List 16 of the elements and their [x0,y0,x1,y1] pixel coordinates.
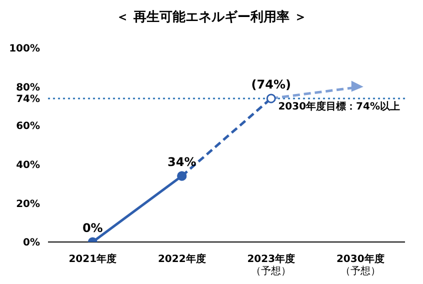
data-label: (74%) [251,77,291,92]
y-tick-label: 20% [16,198,40,210]
x-tick-label: 2023年度（予想） [247,253,296,277]
y-tick-label: 74% [16,94,40,105]
y-tick-label: 60% [16,121,40,132]
x-tick-label: 2021年度 [68,253,117,265]
x-tick-label: 2022年度 [158,253,206,265]
ref-line-label: 2030年度目標：74%以上 [278,100,400,112]
data-label: 34% [168,155,196,170]
y-tick-label: 40% [16,160,40,171]
y-tick-label: 0% [23,238,40,249]
chart-title: ＜ 再生可能エネルギー利用率 ＞ [114,8,308,27]
data-label: 0% [82,221,103,235]
y-tick-label: 100% [9,44,40,55]
y-tick-label: 80% [16,82,40,94]
x-tick-label: 2030年度（予想） [336,253,384,277]
